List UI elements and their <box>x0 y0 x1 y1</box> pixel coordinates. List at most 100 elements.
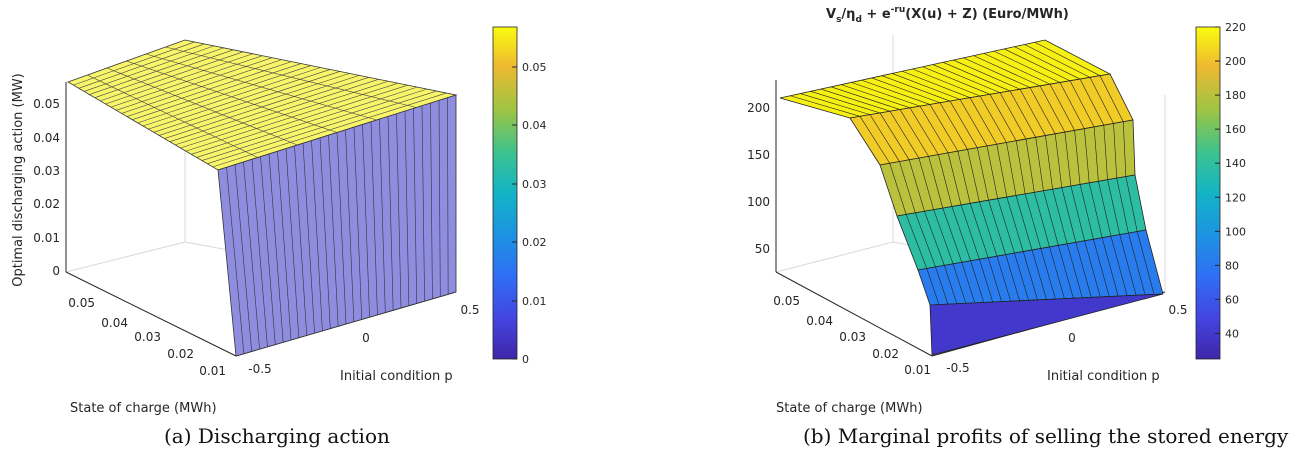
right-grid-line <box>1034 192 1050 248</box>
right-grid-line <box>922 66 991 95</box>
left-z-tick: 0.05 <box>33 97 60 111</box>
right-grid-line <box>1034 41 1101 76</box>
right-colorbar-ticks: 40 60 80 100 120 140 160 180 200 220 <box>1215 21 1246 340</box>
right-grid-line <box>961 262 976 303</box>
right-grid-line <box>1101 237 1119 297</box>
right-grid-line <box>973 55 1041 87</box>
right-grid-line <box>1093 126 1099 182</box>
right-grid-line <box>810 91 881 114</box>
right-grid-line <box>1022 251 1038 301</box>
left-grid-line <box>106 67 298 146</box>
right-colorbar <box>1195 26 1221 360</box>
right-grid-line <box>988 200 1006 255</box>
left-drop-line <box>328 135 339 327</box>
left-drop-line <box>421 105 425 302</box>
right-grid-line <box>1116 178 1129 234</box>
right-grid-line <box>939 102 968 150</box>
right-grid-line <box>871 77 941 104</box>
right-grid-line <box>1107 179 1120 235</box>
right-grid-line <box>1004 48 1071 82</box>
left-drop-line <box>370 121 378 315</box>
right-y-ticks: 0.05 0.04 0.03 0.02 0.01 <box>773 294 931 377</box>
right-surface-strip <box>879 119 1136 217</box>
right-grid-line <box>960 204 980 260</box>
left-drop-line <box>379 119 386 313</box>
left-drop-line <box>345 129 355 322</box>
right-grid-line <box>944 265 958 304</box>
left-drop-line <box>413 108 418 304</box>
right-grid-line <box>899 161 916 213</box>
right-cb-tick: 120 <box>1225 191 1246 204</box>
left-x-label: Initial condition p <box>340 369 453 384</box>
left-y-tick: 0.02 <box>167 347 194 361</box>
right-grid-line <box>1031 249 1047 300</box>
left-grid-line <box>87 74 258 158</box>
right-grid-line <box>924 211 945 266</box>
left-drop-line <box>430 103 433 299</box>
right-grid-line <box>1014 46 1081 80</box>
right-grid-line <box>969 203 989 258</box>
right-grid-line <box>909 107 939 155</box>
right-grid-line <box>996 144 1008 198</box>
left-drop-line <box>226 167 245 354</box>
right-grid-line <box>1066 243 1083 298</box>
right-surface-strip <box>917 229 1164 306</box>
left-drop-line <box>447 97 449 295</box>
right-z-tick: 200 <box>747 101 770 115</box>
right-grid-line <box>1039 85 1066 133</box>
right-title: Vs/ηd + e-ru(X(u) + Z) (Euro/MWh) <box>826 5 1069 25</box>
right-surface-strip <box>849 73 1134 166</box>
left-drop-line <box>438 100 441 297</box>
right-grid-line <box>970 260 985 303</box>
right-grid-line <box>1084 128 1090 183</box>
left-cb-tick: 0.04 <box>522 119 547 132</box>
right-grid-line <box>951 206 971 261</box>
right-cb-tick: 220 <box>1225 21 1246 34</box>
right-grid-line <box>969 97 998 145</box>
left-drop-line <box>404 111 410 306</box>
right-grid-line <box>859 116 890 164</box>
right-grid-line <box>933 209 954 264</box>
right-grid-line <box>899 109 929 157</box>
left-cb-tick: 0 <box>522 353 529 366</box>
right-grid-line <box>1006 196 1024 252</box>
right-cb-tick: 40 <box>1225 327 1239 340</box>
right-grid-line <box>889 111 920 159</box>
right-grid-line <box>1079 184 1094 240</box>
right-grid-line <box>905 214 928 269</box>
right-grid-line <box>949 100 978 148</box>
right-z-tick: 150 <box>747 148 770 162</box>
right-grid-line <box>1052 189 1068 244</box>
left-drop-line <box>302 143 315 334</box>
left-y-tick: 0.03 <box>134 330 161 344</box>
right-grid-line <box>987 257 1002 302</box>
right-grid-line <box>902 70 971 98</box>
right-grid-line <box>1040 248 1056 300</box>
right-cb-tick: 80 <box>1225 259 1239 272</box>
right-x-tick: 0.5 <box>1168 303 1187 317</box>
right-grid-line <box>869 114 900 162</box>
right-x-tick: 0 <box>1068 331 1076 345</box>
left-z-tick: 0.01 <box>33 231 60 245</box>
right-cb-tick: 200 <box>1225 55 1246 68</box>
right-grid-line <box>1015 140 1026 194</box>
right-surface-strip <box>779 39 1112 119</box>
right-x-ticks: -0.5 0 0.5 <box>946 303 1187 375</box>
right-grid-line <box>861 79 931 105</box>
right-caption: (b) Marginal profits of selling the stor… <box>803 424 1289 448</box>
right-y-tick: 0.03 <box>839 330 866 344</box>
left-z-ticks: 0 0.01 0.02 0.03 0.04 0.05 <box>33 97 60 278</box>
right-z-tick: 50 <box>755 242 770 256</box>
right-grid-line <box>841 84 911 109</box>
right-y-tick: 0.02 <box>872 347 899 361</box>
right-grid-line <box>1024 193 1042 249</box>
right-grid-line <box>1009 90 1036 138</box>
right-grid-line <box>1099 75 1124 122</box>
right-grid-line <box>912 68 981 97</box>
right-axes-box <box>775 35 1166 293</box>
right-grid-line <box>986 145 998 199</box>
left-y-label: State of charge (MWh) <box>70 401 217 416</box>
right-grid-line <box>979 95 1007 143</box>
right-grid-line <box>800 93 871 115</box>
right-grid-line <box>1110 236 1128 296</box>
